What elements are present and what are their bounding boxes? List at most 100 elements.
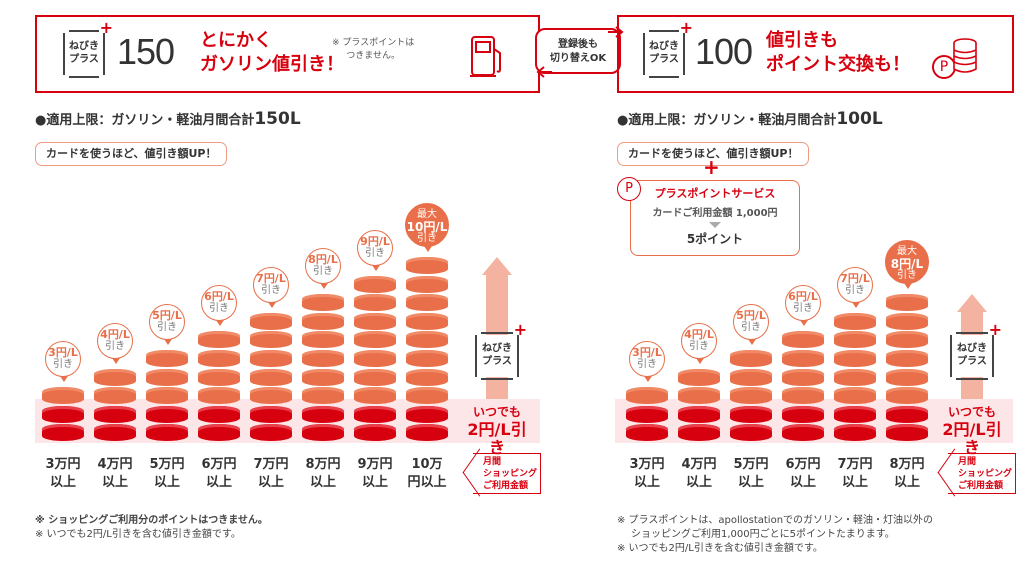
plus-point-service-box: P プラスポイントサービス カードご利用金額 1,000円 5ポイント — [617, 177, 800, 256]
unit: 円/L — [639, 346, 662, 360]
logo-text: プラス — [69, 54, 99, 65]
bonus-coin — [198, 368, 240, 386]
bonus-coin — [886, 312, 928, 330]
bubble-suffix: 引き — [209, 303, 229, 315]
bubble-suffix: 引き — [689, 340, 709, 352]
nebiki-plus-logo: ねびき プラス + — [950, 322, 1002, 380]
point-service-line: カードご利用金額 1,000円 — [652, 208, 778, 219]
logo-text: ねびき — [957, 343, 987, 354]
footnote: ショッピングご利用1,000円ごとに5ポイントたまります。 — [631, 529, 895, 540]
x-category-label: 5万円以上 — [149, 457, 185, 490]
discount-bubble: 8円/L 引き — [305, 248, 341, 290]
bonus-coin — [302, 368, 344, 386]
bonus-coin — [782, 350, 824, 367]
plan-number: 100 — [695, 31, 753, 72]
plan-150-banner[interactable]: ねびき プラス + 150 とにかく ガソリン値引き！ ※ プラスポイントは つきません… — [35, 15, 540, 93]
max-label: 最大 — [417, 209, 437, 220]
footnote: ※ プラスポイントは、apollostationでのガソリン・軽油・灯油以外の — [617, 515, 934, 526]
bubble-suffix: 引き — [417, 233, 437, 244]
bubble-suffix: 引き — [793, 303, 813, 315]
always-line: いつでも — [947, 405, 996, 419]
point-service-title: プラスポイントサービス — [654, 187, 776, 200]
bonus-coin — [354, 368, 396, 386]
bubble-suffix: 引き — [741, 322, 761, 333]
bonus-coin — [250, 350, 292, 367]
discount-value: 3円/L — [46, 347, 80, 359]
bonus-coin — [42, 387, 84, 405]
discount-bubble: 最大 8円/L 引き — [885, 240, 929, 290]
x-category-label: 4万円以上 — [681, 457, 717, 490]
base-coin — [354, 424, 396, 442]
discount-value: 6円/L — [786, 291, 820, 303]
bonus-coin — [302, 350, 344, 367]
discount-bubble: 4円/L 引き — [97, 322, 133, 364]
bonus-coin — [834, 312, 876, 330]
base-coin — [250, 424, 292, 442]
bonus-coin — [886, 350, 928, 367]
bubble-suffix: 引き — [365, 247, 385, 259]
base-coin — [626, 424, 668, 442]
bonus-coin — [626, 387, 668, 405]
x-category-label: 8万円以上 — [889, 457, 925, 490]
plus-icon: + — [679, 18, 693, 37]
base-coin — [146, 405, 188, 423]
unit: 円/L — [159, 309, 182, 322]
more-use-pill: カードを使うほど、値引き額UP！ — [617, 142, 810, 166]
bonus-coin — [406, 257, 448, 274]
logo-text: ねびき — [482, 343, 512, 354]
base-coin — [730, 424, 772, 442]
base-coin — [406, 405, 448, 423]
x-category-label: 3万円以上 — [45, 457, 81, 490]
bonus-coin — [886, 387, 928, 405]
bubble-suffix: 引き — [53, 359, 73, 371]
discount-bubble: 6円/L 引き — [201, 285, 237, 327]
value: 8 — [308, 253, 316, 267]
footnotes-150: ※ ショッピングご利用分のポイントはつきません。 ※ いつでも2円/L引きを含む… — [35, 514, 268, 542]
logo-text: ねびき — [649, 41, 679, 52]
always-line: 2円/L引き — [467, 420, 527, 457]
bonus-coin — [886, 368, 928, 386]
value: 6 — [788, 290, 796, 304]
bonus-coin — [146, 387, 188, 405]
bonus-coin — [886, 294, 928, 312]
bonus-coin — [354, 312, 396, 330]
discount-value: 8円/L — [886, 258, 928, 270]
limit-value: 100L — [836, 109, 883, 129]
discount-bubble: 4円/L 引き — [681, 322, 717, 364]
discount-bubble: 5円/L 引き — [149, 304, 185, 345]
bonus-coin — [406, 312, 448, 330]
bonus-coin — [406, 350, 448, 367]
value: 3 — [48, 346, 56, 360]
discount-bubble: 7円/L 引き — [253, 266, 289, 308]
plan-100-banner[interactable]: ねびき プラス + 100 値引きも ポイント交換も！ P — [617, 15, 1014, 93]
bonus-coin — [730, 350, 772, 367]
bonus-coin — [782, 368, 824, 386]
monthly-shopping-tag: 月間 ショッピング ご利用金額 — [473, 453, 541, 494]
toggle-line: 切り替えOK — [549, 53, 607, 64]
base-coin — [250, 405, 292, 423]
base-coin — [406, 424, 448, 442]
base-coin — [782, 405, 824, 423]
plan-catch: とにかく ガソリン値引き！ — [200, 29, 344, 77]
bonus-coin — [198, 331, 240, 349]
plan-catch: 値引きも ポイント交換も！ — [766, 29, 910, 77]
plus-icon: + — [513, 320, 527, 339]
value: 6 — [204, 290, 212, 304]
bonus-coin — [886, 331, 928, 349]
bonus-coin — [354, 331, 396, 349]
value: 7 — [256, 271, 264, 285]
unit: 円/L — [691, 327, 714, 341]
x-category-label: 9万円以上 — [357, 457, 393, 490]
bubble-suffix: 引き — [105, 340, 125, 352]
bonus-coin — [406, 387, 448, 405]
x-category-label: 6万円以上 — [201, 457, 237, 490]
value: 5 — [736, 309, 744, 322]
bonus-coin — [782, 387, 824, 405]
plan-number: 150 — [117, 31, 175, 72]
base-coin — [678, 405, 720, 423]
fuel-pump-icon — [470, 36, 501, 77]
bubble-suffix: 引き — [637, 359, 657, 371]
value: 10 — [406, 220, 424, 234]
up-arrow-head — [482, 257, 512, 275]
always-discount-label: いつでも 2円/L引き — [461, 403, 533, 457]
